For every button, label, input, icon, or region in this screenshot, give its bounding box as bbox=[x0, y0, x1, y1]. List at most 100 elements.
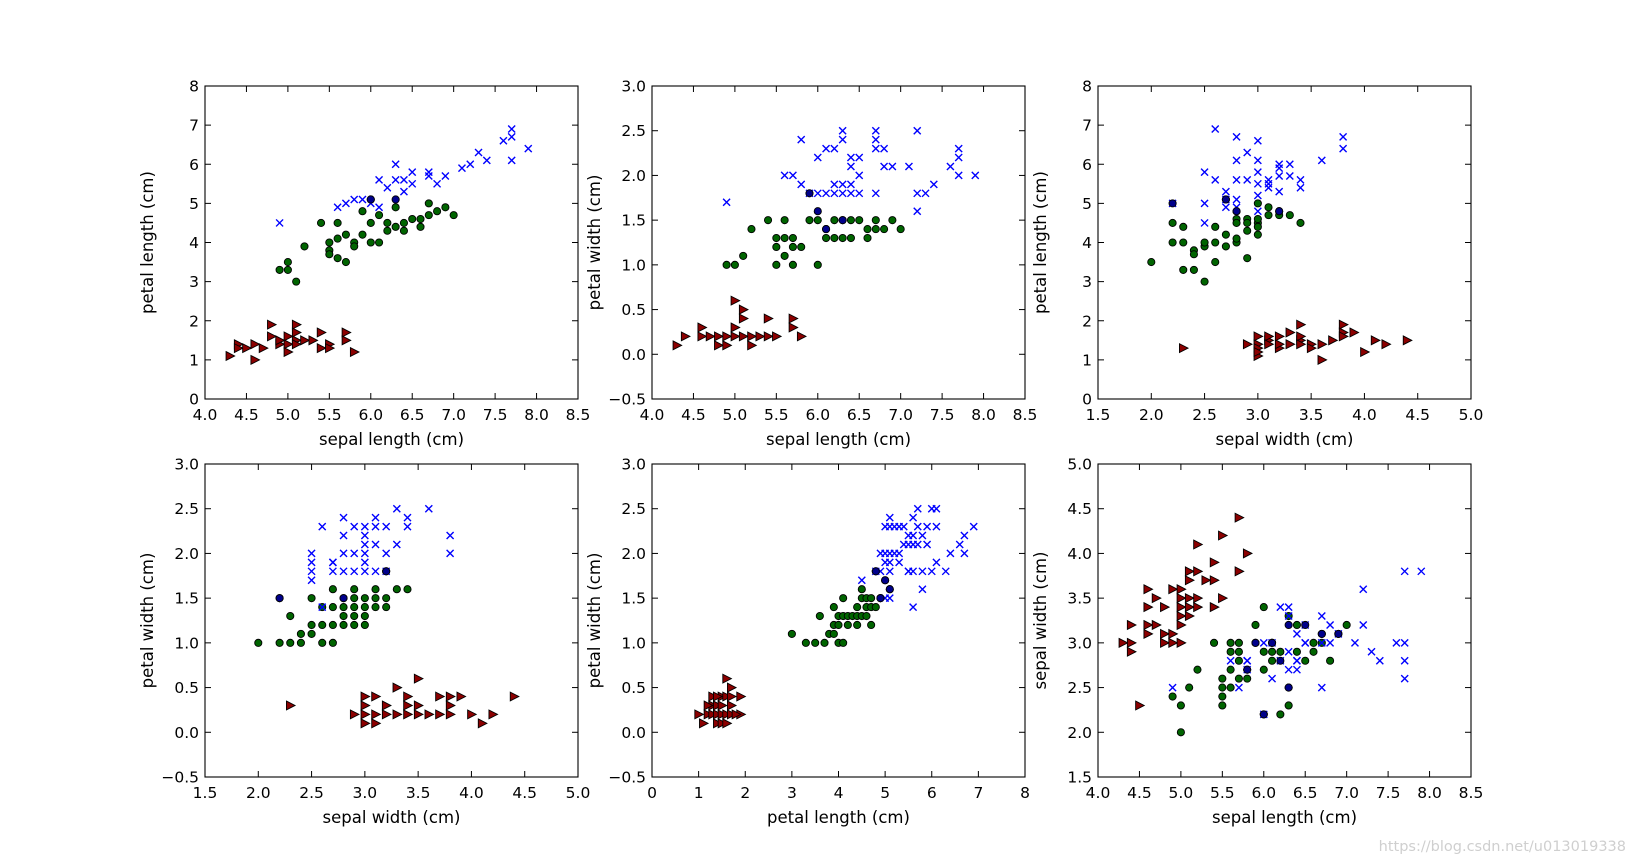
data-point-s0-12 bbox=[1285, 327, 1296, 338]
data-point-s2-27 bbox=[524, 144, 533, 153]
data-point-s2-8 bbox=[339, 549, 348, 558]
x-tick-label: 5.0 bbox=[276, 406, 301, 424]
data-point-s2-1 bbox=[780, 171, 789, 180]
data-point-s2-19 bbox=[1326, 638, 1335, 647]
data-point-s0-17 bbox=[755, 331, 766, 342]
data-point-s2-3 bbox=[350, 195, 359, 204]
data-point-s2-35 bbox=[1275, 164, 1284, 173]
data-point-s2-33 bbox=[918, 531, 927, 540]
data-point-s0-19 bbox=[1317, 339, 1328, 350]
data-point-s3-7 bbox=[1268, 638, 1277, 647]
y-tick-label: 5 bbox=[1082, 195, 1092, 213]
data-point-s0-7 bbox=[1143, 584, 1154, 595]
data-point-s1-27 bbox=[360, 620, 369, 630]
x-axis-label: sepal width (cm) bbox=[1216, 430, 1354, 449]
data-point-s2-10 bbox=[1232, 156, 1241, 165]
scatter-panel-3: 1.5 2.0 2.5 3.0 3.5 4.0 4.5 5.0 0 1 2 3 4 5 6 7 8 sepal w… bbox=[1031, 78, 1483, 450]
data-point-s2-17 bbox=[360, 558, 369, 567]
data-point-s1-17 bbox=[1234, 638, 1243, 647]
data-point-s1-34 bbox=[403, 585, 412, 594]
data-point-s1-2 bbox=[275, 638, 284, 647]
data-point-s3-0 bbox=[1168, 199, 1177, 208]
data-point-s1-1 bbox=[730, 260, 739, 269]
points-group bbox=[225, 125, 533, 366]
data-point-s2-46 bbox=[969, 522, 978, 531]
data-point-s2-27 bbox=[1285, 171, 1294, 180]
data-point-s0-15 bbox=[1296, 331, 1307, 342]
data-point-s0-3 bbox=[242, 343, 253, 354]
data-point-s1-5 bbox=[296, 638, 305, 647]
data-point-s0-6 bbox=[258, 343, 269, 354]
data-point-s0-24 bbox=[341, 327, 352, 338]
data-point-s2-3 bbox=[797, 135, 806, 144]
data-point-s2-16 bbox=[360, 549, 369, 558]
x-tick-label: 5.5 bbox=[1210, 784, 1235, 802]
data-point-s2-23 bbox=[499, 136, 508, 145]
data-point-s1-5 bbox=[772, 233, 781, 243]
data-point-s1-35 bbox=[441, 203, 450, 212]
data-point-s1-4 bbox=[286, 611, 295, 621]
data-point-s1-1 bbox=[1168, 218, 1177, 227]
data-point-s2-16 bbox=[895, 558, 904, 567]
data-point-s3-0 bbox=[871, 567, 880, 576]
x-tick-label: 3.5 bbox=[1299, 406, 1324, 424]
data-point-s2-18 bbox=[846, 153, 855, 162]
data-point-s3-1 bbox=[391, 195, 400, 204]
data-point-s0-3 bbox=[1253, 331, 1264, 342]
data-point-s0-7 bbox=[267, 331, 278, 342]
data-point-s2-31 bbox=[918, 585, 927, 594]
data-point-s0-3 bbox=[360, 718, 371, 729]
data-point-s1-20 bbox=[350, 611, 359, 621]
data-point-s1-31 bbox=[1264, 203, 1273, 212]
data-point-s0-9 bbox=[1274, 339, 1285, 350]
data-point-s0-24 bbox=[477, 718, 488, 729]
data-point-s2-15 bbox=[830, 144, 839, 153]
data-point-s2-14 bbox=[1243, 148, 1252, 157]
data-point-s2-14 bbox=[360, 522, 369, 531]
x-tick-label: 8.5 bbox=[1013, 406, 1038, 424]
x-tick-label: 8.0 bbox=[971, 406, 996, 424]
x-tick-label: 4.5 bbox=[1405, 406, 1430, 424]
data-point-s1-25 bbox=[360, 594, 369, 603]
data-point-s0-12 bbox=[738, 331, 749, 342]
y-tick-label: 8 bbox=[189, 78, 199, 96]
data-point-s2-5 bbox=[1211, 125, 1220, 134]
data-point-s0-13 bbox=[283, 346, 294, 358]
data-point-s1-5 bbox=[316, 218, 326, 227]
data-point-s1-28 bbox=[871, 216, 880, 225]
data-point-s0-8 bbox=[1143, 619, 1154, 631]
data-point-s2-34 bbox=[1221, 203, 1230, 212]
data-point-s1-1 bbox=[801, 638, 810, 647]
data-point-s3-1 bbox=[813, 207, 822, 216]
y-tick-label: 0.0 bbox=[174, 724, 199, 742]
data-point-s1-26 bbox=[1268, 647, 1277, 656]
data-point-s1-21 bbox=[375, 211, 384, 220]
x-tick-label: 1 bbox=[694, 784, 704, 802]
data-point-s2-36 bbox=[954, 171, 963, 180]
data-point-s1-10 bbox=[333, 234, 342, 243]
data-point-s0-23 bbox=[467, 709, 478, 720]
x-tick-label: 5 bbox=[880, 784, 890, 802]
data-point-s0-10 bbox=[275, 335, 286, 346]
data-point-s2-39 bbox=[932, 522, 941, 531]
data-point-s2-16 bbox=[1253, 179, 1262, 188]
data-point-s0-0 bbox=[225, 350, 236, 362]
x-tick-label: 6.5 bbox=[847, 406, 872, 424]
data-point-s2-26 bbox=[880, 162, 889, 171]
data-point-s3-1 bbox=[339, 594, 348, 603]
data-point-s1-0 bbox=[254, 638, 263, 647]
data-point-s0-30 bbox=[1264, 339, 1275, 350]
x-tick-label: 7.5 bbox=[483, 406, 508, 424]
x-tick-label: 8.5 bbox=[1459, 784, 1484, 802]
x-tick-label: 3 bbox=[787, 784, 797, 802]
data-point-s1-30 bbox=[1264, 211, 1273, 220]
data-point-s1-29 bbox=[408, 214, 417, 224]
data-point-s1-13 bbox=[1226, 665, 1235, 674]
axes-frame bbox=[204, 463, 579, 778]
x-tick-label: 4.0 bbox=[640, 406, 665, 424]
data-point-s0-20 bbox=[445, 709, 456, 720]
data-point-s2-32 bbox=[1417, 567, 1426, 576]
data-point-s2-25 bbox=[880, 144, 889, 153]
data-point-s2-1 bbox=[1200, 218, 1209, 227]
data-point-s0-25 bbox=[731, 709, 742, 720]
